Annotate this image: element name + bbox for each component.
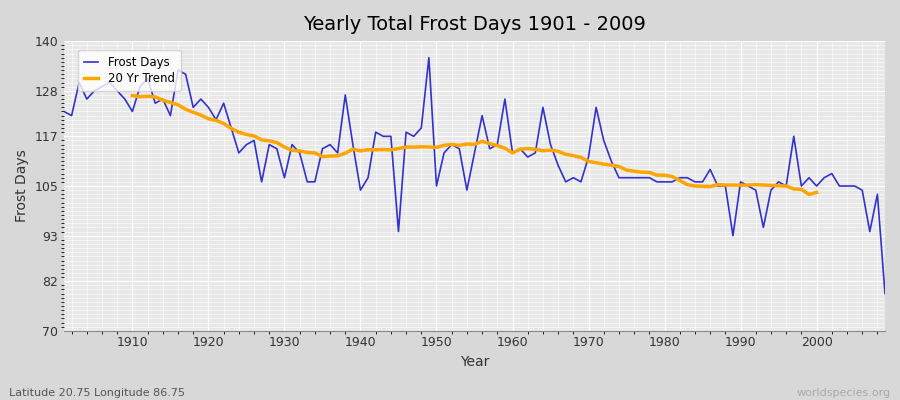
- 20 Yr Trend: [286, 148, 297, 153]
- Frost Days: [286, 142, 297, 147]
- Frost Days: [424, 55, 435, 60]
- 20 Yr Trend: [811, 190, 822, 195]
- Line: Frost Days: Frost Days: [64, 58, 885, 294]
- Frost Days: [120, 97, 130, 102]
- 20 Yr Trend: [788, 186, 799, 191]
- Legend: Frost Days, 20 Yr Trend: Frost Days, 20 Yr Trend: [78, 50, 181, 91]
- Frost Days: [507, 150, 517, 155]
- Frost Days: [332, 150, 343, 155]
- 20 Yr Trend: [796, 187, 806, 192]
- Line: 20 Yr Trend: 20 Yr Trend: [132, 96, 816, 194]
- Frost Days: [879, 291, 890, 296]
- Text: Latitude 20.75 Longitude 86.75: Latitude 20.75 Longitude 86.75: [9, 388, 185, 398]
- Frost Days: [606, 159, 616, 164]
- Frost Days: [515, 146, 526, 151]
- Frost Days: [58, 109, 69, 114]
- 20 Yr Trend: [127, 93, 138, 98]
- Title: Yearly Total Frost Days 1901 - 2009: Yearly Total Frost Days 1901 - 2009: [303, 15, 646, 34]
- 20 Yr Trend: [211, 118, 221, 123]
- 20 Yr Trend: [705, 184, 716, 189]
- X-axis label: Year: Year: [460, 355, 490, 369]
- 20 Yr Trend: [804, 192, 814, 197]
- Y-axis label: Frost Days: Frost Days: [15, 150, 29, 222]
- 20 Yr Trend: [302, 150, 312, 155]
- Text: worldspecies.org: worldspecies.org: [796, 388, 891, 398]
